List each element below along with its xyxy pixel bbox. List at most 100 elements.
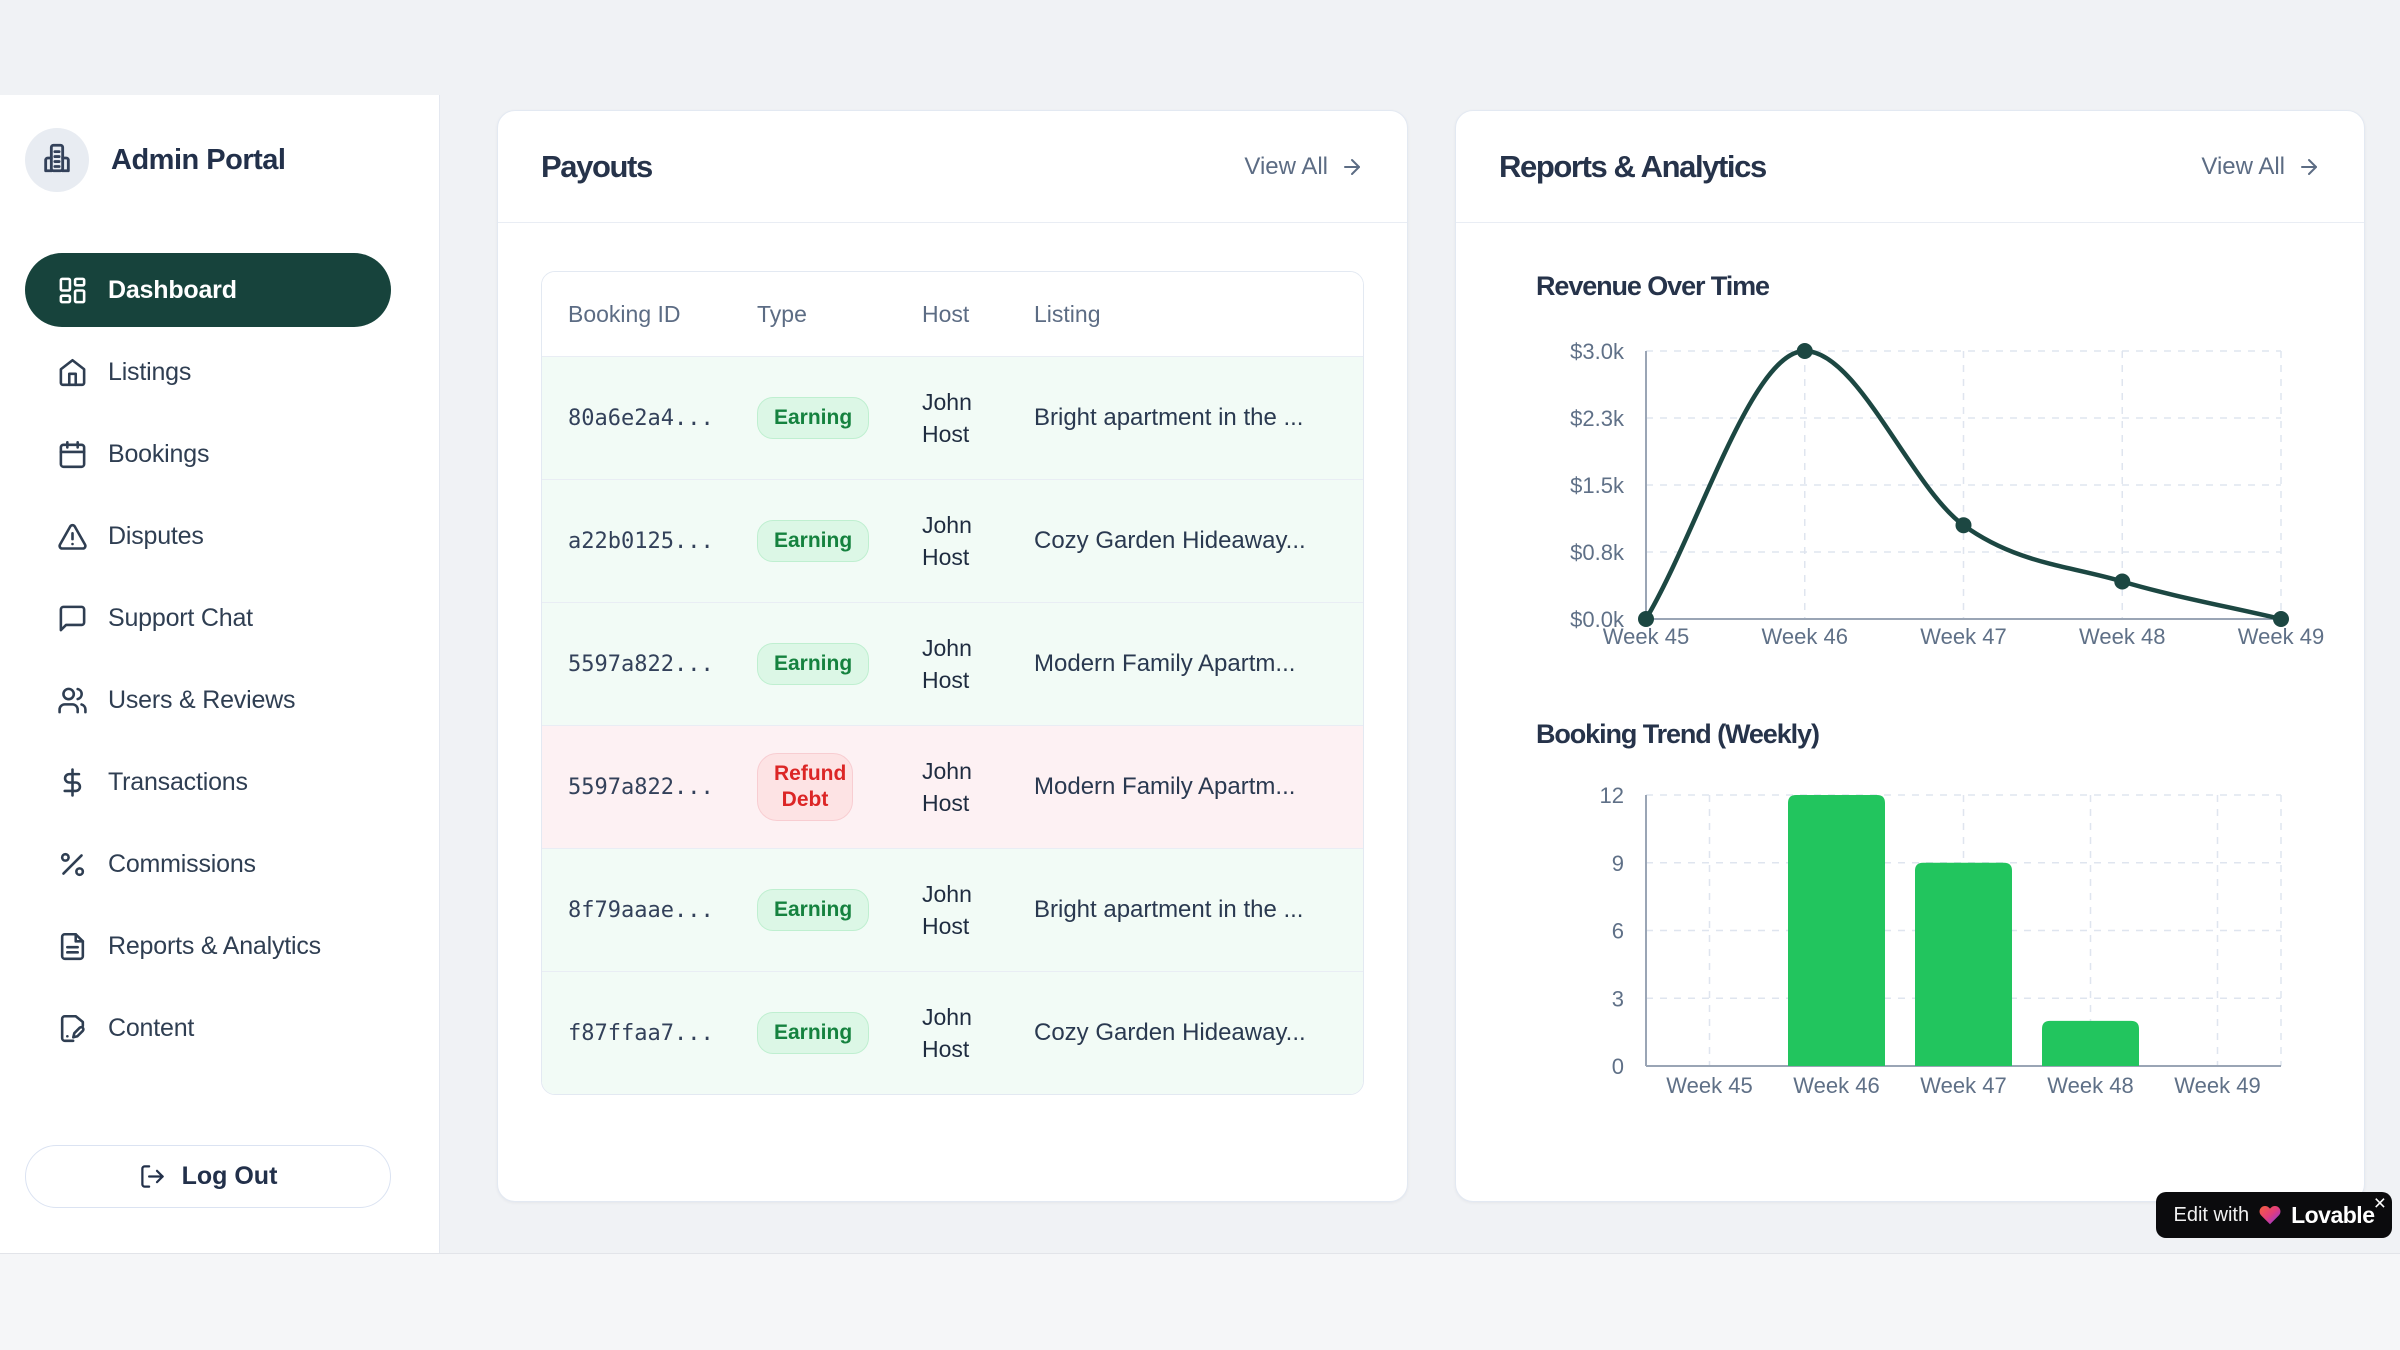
users-icon	[57, 685, 88, 716]
booking-id-cell: a22b0125...	[568, 528, 714, 554]
y-tick-label: $0.8k	[1570, 540, 1625, 565]
sidebar-item-commissions[interactable]: Commissions	[25, 827, 391, 901]
message-square-icon	[57, 603, 88, 634]
percent-icon	[57, 849, 88, 880]
y-tick-label: 3	[1612, 986, 1624, 1011]
payouts-title: Payouts	[541, 148, 653, 184]
booking-bar-chart: 12 9 6 3 0 Week 45 Week 46 Week 47 Week 48 Week 4…	[1600, 783, 2282, 1098]
layout-dashboard-icon	[57, 275, 88, 306]
sidebar-item-content[interactable]: Content	[25, 991, 391, 1065]
listing-cell: Modern Family Apartm...	[1034, 650, 1296, 677]
bottom-strip	[0, 1253, 2400, 1350]
sidebar-item-label: Commissions	[108, 849, 256, 878]
status-badge: Earning	[757, 1011, 870, 1055]
y-tick-label: $0.0k	[1570, 607, 1625, 632]
bar	[1915, 862, 2012, 1066]
y-tick-label: 6	[1612, 919, 1624, 944]
x-tick-label: Week 48	[2079, 624, 2165, 649]
data-point	[2114, 573, 2131, 590]
payouts-view-all-link[interactable]: View All	[1244, 153, 1364, 181]
brand-avatar	[25, 128, 89, 192]
host-cell: John Host	[922, 388, 972, 447]
log-out-button[interactable]: Log Out	[25, 1145, 391, 1208]
booking-id-cell: 5597a822...	[568, 774, 714, 800]
home-icon	[57, 357, 88, 388]
booking-id-cell: 5597a822...	[568, 651, 714, 677]
listing-cell: Bright apartment in the ...	[1034, 404, 1304, 431]
bar	[2042, 1020, 2139, 1066]
sidebar-item-support-chat[interactable]: Support Chat	[25, 581, 391, 655]
table-row[interactable]: 5597a822... Earning John Host Modern Fam…	[542, 602, 1363, 725]
sidebar-item-listings[interactable]: Listings	[25, 335, 391, 409]
x-tick-label: Week 45	[1603, 624, 1689, 649]
table-row[interactable]: 80a6e2a4... Earning John Host Bright apa…	[542, 356, 1363, 479]
column-header: Listing	[1034, 300, 1101, 327]
line-series	[1643, 348, 2284, 622]
y-tick-label: $3.0k	[1570, 339, 1625, 364]
sidebar-item-bookings[interactable]: Bookings	[25, 417, 391, 491]
building-icon	[40, 141, 74, 180]
sidebar-item-label: Dashboard	[108, 275, 237, 304]
table-row[interactable]: 5597a822... Refund Debt John Host Modern…	[542, 725, 1363, 848]
edit-with-lovable-badge[interactable]: Edit with Lovable ×	[2156, 1192, 2392, 1238]
data-point	[1955, 517, 1972, 534]
column-header: Booking ID	[568, 300, 681, 327]
sidebar-item-users-reviews[interactable]: Users & Reviews	[25, 663, 391, 737]
close-icon[interactable]: ×	[2373, 1192, 2386, 1215]
y-tick-label: $1.5k	[1570, 473, 1625, 498]
table-row[interactable]: 8f79aaae... Earning John Host Bright apa…	[542, 848, 1363, 971]
host-cell: John Host	[922, 880, 972, 939]
view-all-label: View All	[1244, 152, 1328, 180]
file-text-icon	[57, 931, 88, 962]
y-tick-label: 12	[1600, 783, 1624, 808]
host-cell: John Host	[922, 634, 972, 693]
sidebar-item-label: Disputes	[108, 521, 204, 550]
status-badge: Earning	[757, 888, 870, 932]
status-badge: Earning	[757, 642, 870, 686]
lovable-badge-brand: Lovable	[2291, 1201, 2375, 1228]
listing-cell: Cozy Garden Hideaway...	[1034, 527, 1306, 554]
status-badge: Refund Debt	[757, 752, 853, 822]
calendar-icon	[57, 439, 88, 470]
table-row[interactable]: a22b0125... Earning John Host Cozy Garde…	[542, 479, 1363, 602]
sidebar-item-label: Reports & Analytics	[108, 931, 321, 960]
log-out-icon	[139, 1163, 166, 1190]
sidebar-item-label: Content	[108, 1013, 195, 1042]
reports-analytics-card: Reports & Analytics View All Revenue Ove…	[1455, 110, 2365, 1202]
sidebar-nav: Dashboard Listings Bookings Disputes Sup…	[25, 253, 391, 1073]
x-tick-label: Week 47	[1920, 1073, 2006, 1098]
arrow-right-icon	[1340, 155, 1364, 179]
reports-card-header: Reports & Analytics View All	[1456, 111, 2364, 223]
payouts-card-header: Payouts View All	[498, 111, 1407, 223]
sidebar: Admin Portal Dashboard Listings Bookings…	[0, 95, 440, 1253]
bar	[1788, 795, 1885, 1066]
sidebar-item-reports-analytics[interactable]: Reports & Analytics	[25, 909, 391, 983]
x-tick-label: Week 46	[1793, 1073, 1879, 1098]
sidebar-item-label: Users & Reviews	[108, 685, 296, 714]
sidebar-item-disputes[interactable]: Disputes	[25, 499, 391, 573]
table-header-row: Booking ID Type Host Listing	[542, 272, 1363, 356]
status-badge: Earning	[757, 396, 870, 440]
revenue-chart-title: Revenue Over Time	[1536, 271, 1770, 301]
data-point	[1638, 611, 1654, 627]
sidebar-item-label: Bookings	[108, 439, 210, 468]
payouts-table: Booking ID Type Host Listing 80a6e2a4...…	[541, 271, 1364, 1095]
x-tick-label: Week 45	[1666, 1073, 1752, 1098]
page-title: Admin Portal	[111, 143, 286, 176]
booking-id-cell: 8f79aaae...	[568, 897, 714, 923]
listing-cell: Modern Family Apartm...	[1034, 773, 1296, 800]
y-tick-label: $2.3k	[1570, 406, 1625, 431]
log-out-label: Log Out	[181, 1162, 278, 1190]
booking-trend-chart-title: Booking Trend (Weekly)	[1536, 719, 1820, 749]
lovable-badge-prefix: Edit with	[2173, 1203, 2250, 1226]
x-tick-label: Week 49	[2174, 1073, 2260, 1098]
listing-cell: Cozy Garden Hideaway...	[1034, 1019, 1306, 1046]
sidebar-item-transactions[interactable]: Transactions	[25, 745, 391, 819]
sidebar-item-dashboard[interactable]: Dashboard	[25, 253, 391, 327]
reports-view-all-link[interactable]: View All	[2201, 153, 2321, 181]
booking-id-cell: 80a6e2a4...	[568, 405, 714, 431]
status-badge: Earning	[757, 519, 870, 563]
table-row[interactable]: f87ffaa7... Earning John Host Cozy Garde…	[542, 971, 1363, 1094]
dollar-sign-icon	[57, 767, 88, 798]
